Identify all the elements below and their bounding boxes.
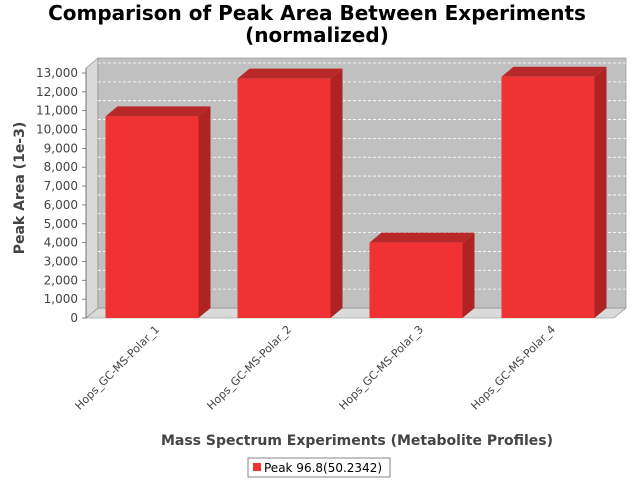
y-axis-label: Peak Area (1e-3) <box>12 122 28 255</box>
bar <box>369 232 475 318</box>
legend: Peak 96.8(50.2342) <box>247 457 391 478</box>
legend-swatch <box>253 463 261 471</box>
x-axis-categories: Hops_GC-MS-Polar_1 Hops_GC-MS-Polar_2 Hops… <box>73 323 559 413</box>
chart-title-line2: (normalized) <box>245 23 389 47</box>
y-tick-label: 7,000 <box>44 179 78 193</box>
y-tick-label: 8,000 <box>44 160 78 174</box>
y-tick-label: 6,000 <box>44 198 78 212</box>
bar <box>501 66 607 319</box>
x-category-label: Hops_GC-MS-Polar_1 <box>73 323 163 413</box>
x-category-label: Hops_GC-MS-Polar_4 <box>469 323 559 413</box>
legend-label: Peak 96.8(50.2342) <box>264 461 382 475</box>
bars <box>105 66 607 319</box>
y-tick-label: 0 <box>70 311 78 325</box>
y-tick-label: 1,000 <box>44 292 78 306</box>
y-axis-ticks: 0 1,000 2,000 3,000 4,000 5,000 6,000 7,000 8,00… <box>36 66 87 325</box>
y-tick-label: 9,000 <box>44 141 78 155</box>
x-category-label: Hops_GC-MS-Polar_2 <box>205 323 295 413</box>
y-tick-label: 13,000 <box>36 66 78 80</box>
bar <box>237 68 343 319</box>
y-tick-label: 11,000 <box>36 104 78 118</box>
x-axis-label: Mass Spectrum Experiments (Metabolite Pr… <box>161 433 553 449</box>
x-category-label: Hops_GC-MS-Polar_3 <box>337 323 427 413</box>
y-tick-label: 3,000 <box>44 254 78 268</box>
y-tick-label: 4,000 <box>44 236 78 250</box>
y-tick-label: 5,000 <box>44 217 78 231</box>
legend-box <box>247 457 391 478</box>
plot-left-wall <box>85 57 99 319</box>
y-tick-label: 2,000 <box>44 273 78 287</box>
bar <box>105 106 211 318</box>
chart-title-line1: Comparison of Peak Area Between Experime… <box>48 1 586 25</box>
y-tick-label: 10,000 <box>36 123 78 137</box>
y-tick-label: 12,000 <box>36 85 78 99</box>
